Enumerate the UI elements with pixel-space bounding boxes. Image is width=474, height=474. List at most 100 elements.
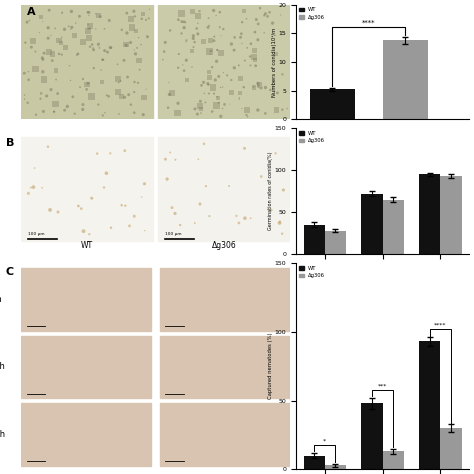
Point <box>207 47 215 55</box>
Point <box>276 219 283 227</box>
Bar <box>160 403 290 465</box>
Text: C: C <box>6 267 14 277</box>
Point <box>190 35 197 42</box>
Bar <box>383 451 404 469</box>
Point <box>128 24 136 31</box>
Point <box>25 190 32 197</box>
Point <box>141 180 148 188</box>
Point <box>67 77 74 84</box>
Point <box>73 51 81 59</box>
Point <box>20 69 28 77</box>
Point <box>107 149 114 157</box>
Point <box>243 15 250 23</box>
Point <box>196 102 204 109</box>
Point <box>104 48 111 56</box>
Point <box>278 230 286 237</box>
Point <box>47 86 55 93</box>
Point <box>68 8 75 15</box>
Point <box>99 111 107 119</box>
Point <box>37 90 45 97</box>
Point <box>213 46 221 54</box>
Point <box>194 12 201 19</box>
Point <box>171 210 179 217</box>
Point <box>237 89 244 97</box>
Point <box>137 41 145 48</box>
Point <box>219 25 227 33</box>
Point <box>64 102 71 110</box>
Point <box>46 48 53 56</box>
Point <box>255 20 262 27</box>
Text: *: * <box>323 438 327 443</box>
Point <box>197 98 204 105</box>
Bar <box>21 336 152 398</box>
Point <box>47 31 55 39</box>
Point <box>243 111 250 118</box>
Point <box>200 140 208 147</box>
Point <box>162 38 169 46</box>
Point <box>235 219 243 227</box>
Point <box>142 85 150 93</box>
Point <box>193 25 201 32</box>
Point <box>225 182 233 190</box>
Point <box>93 150 101 157</box>
Point <box>217 32 225 39</box>
Point <box>31 164 38 172</box>
Point <box>139 111 147 118</box>
Point <box>266 86 274 94</box>
Point <box>273 89 281 97</box>
Point <box>36 95 44 102</box>
Point <box>217 49 224 56</box>
Point <box>76 83 84 91</box>
Point <box>223 72 231 79</box>
Point <box>269 82 277 90</box>
Point <box>45 24 52 32</box>
Point <box>43 92 50 100</box>
Point <box>251 53 258 61</box>
Point <box>236 95 243 103</box>
Point <box>54 208 62 216</box>
Point <box>49 50 56 58</box>
Point <box>130 8 137 15</box>
Point <box>273 106 281 114</box>
Point <box>89 41 96 48</box>
Point <box>46 206 54 214</box>
Point <box>98 66 105 74</box>
Point <box>95 12 102 19</box>
Point <box>123 29 131 37</box>
Point <box>132 27 140 35</box>
Point <box>228 76 235 84</box>
Point <box>279 106 286 113</box>
Point <box>201 99 209 106</box>
Point <box>209 64 216 71</box>
Point <box>180 24 188 31</box>
Point <box>83 81 91 88</box>
Point <box>251 47 258 55</box>
Point <box>21 95 28 103</box>
Point <box>32 111 40 118</box>
Point <box>145 15 153 22</box>
Point <box>107 224 115 231</box>
Point <box>79 106 87 113</box>
Point <box>174 100 182 107</box>
Point <box>54 90 62 97</box>
Point <box>85 9 92 16</box>
Point <box>215 73 223 80</box>
Point <box>277 11 284 19</box>
Point <box>237 34 245 41</box>
Point <box>131 78 138 86</box>
X-axis label: Time(h): Time(h) <box>371 274 395 280</box>
Point <box>140 94 147 101</box>
Point <box>165 79 173 86</box>
Point <box>255 82 262 90</box>
Point <box>51 25 59 32</box>
Text: WT: WT <box>81 241 93 250</box>
Point <box>279 71 286 78</box>
Y-axis label: Captured nematodes (%): Captured nematodes (%) <box>268 333 273 400</box>
Point <box>100 56 107 64</box>
Point <box>114 75 122 83</box>
Point <box>211 76 219 84</box>
Bar <box>361 194 383 254</box>
Point <box>214 93 221 100</box>
Point <box>69 93 77 100</box>
Point <box>136 57 143 64</box>
